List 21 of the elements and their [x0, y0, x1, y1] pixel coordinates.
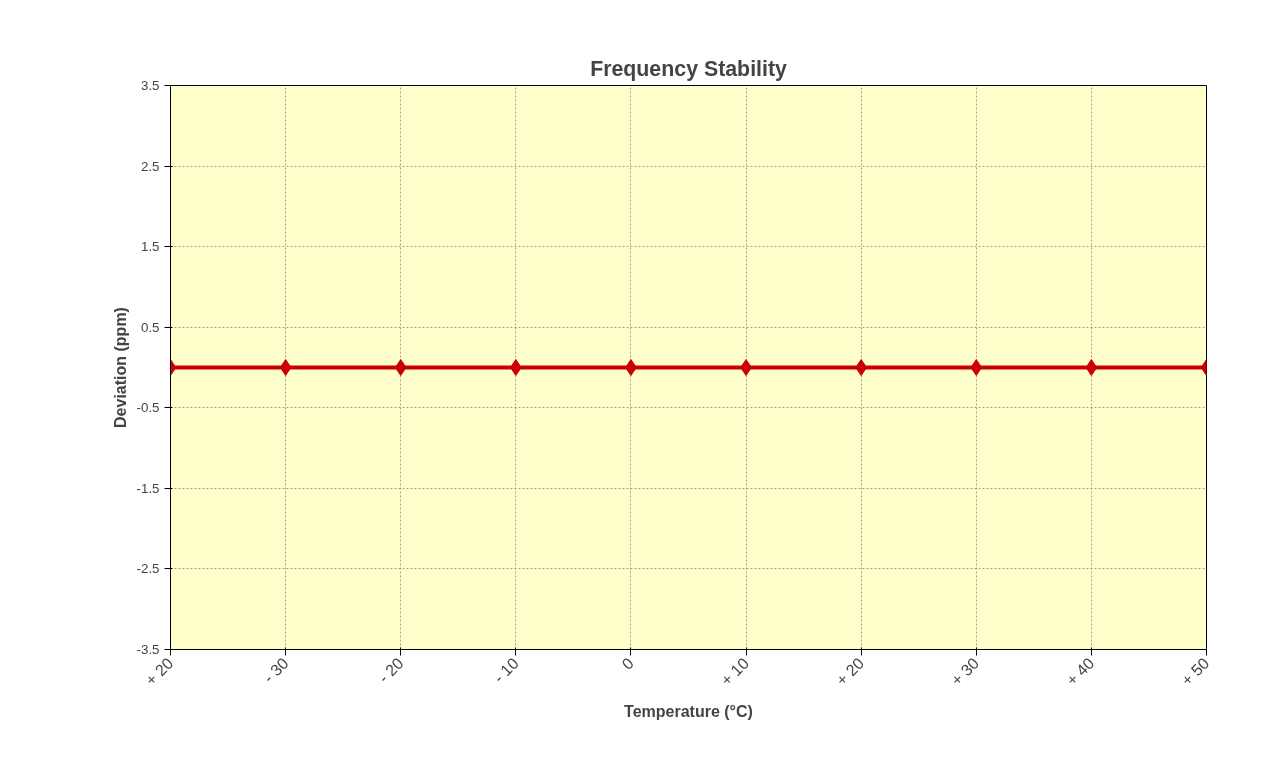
x-tick-label: + 20 [832, 654, 868, 689]
y-tick-label: 3.5 [140, 78, 160, 93]
x-tick-label: 0 [618, 654, 638, 673]
x-tick-label: + 50 [1178, 654, 1213, 689]
x-tick-label: - 10 [490, 654, 522, 686]
y-tick-label: 2.5 [140, 158, 160, 174]
y-tick-label: -1.5 [136, 480, 160, 496]
x-tick-label: - 30 [260, 654, 292, 686]
y-tick-label: -2.5 [136, 561, 160, 577]
y-tick-label: 1.5 [140, 239, 160, 255]
x-tick-label: + 30 [947, 654, 983, 689]
y-tick-label: 0.5 [140, 319, 160, 335]
x-tick-label: + 10 [717, 654, 753, 689]
x-tick-label: + 40 [1063, 654, 1098, 689]
y-axis-title: Deviation (ppm) [111, 307, 129, 428]
y-tick-label: -3.5 [136, 642, 160, 657]
chart-title: Frequency Stability [590, 56, 788, 81]
x-tick-label: + 20 [142, 654, 177, 689]
x-axis-title: Temperature (°C) [624, 702, 753, 720]
x-tick-label: - 20 [375, 654, 407, 686]
y-tick-label: -0.5 [136, 400, 160, 416]
